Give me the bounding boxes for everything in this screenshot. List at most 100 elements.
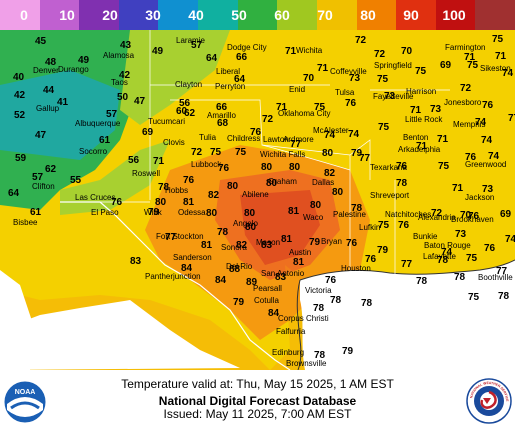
temperature-value: 82 [324, 168, 336, 179]
temperature-value: 57 [32, 172, 44, 183]
temperature-value: 56 [128, 155, 140, 166]
city-label: Clayton [175, 80, 203, 89]
temperature-value: 79 [309, 237, 321, 248]
temperature-value: 81 [293, 257, 305, 268]
temperature-value: 80 [206, 208, 218, 219]
city-label: Victoria [305, 286, 332, 295]
temperature-value: 64 [234, 74, 246, 85]
legend-color-segment [237, 0, 279, 30]
city-label: Brookhaven [451, 215, 494, 224]
city-label: Tulsa [335, 88, 355, 97]
temperature-value: 75 [467, 60, 479, 71]
city-label: Tucumcari [148, 117, 186, 126]
temperature-legend: 0 10 20 30 40 50 60 70 80 90 100 [0, 0, 515, 30]
city-label: Pearsall [253, 284, 282, 293]
temperature-value: 77 [401, 259, 413, 270]
temperature-value: 40 [13, 72, 25, 83]
region-lime-south [60, 140, 170, 215]
gulf-of-mexico [300, 260, 515, 370]
temperature-value: 71 [317, 63, 329, 74]
temperature-value: 78 [351, 203, 363, 214]
temperature-value: 72 [431, 208, 443, 219]
temperature-value: 79 [233, 297, 245, 308]
temperature-value: 70 [303, 73, 315, 84]
city-label: Dallas [312, 178, 335, 187]
temperature-value: 71 [416, 141, 428, 152]
temperature-value: 78 [454, 272, 466, 283]
city-label: Arkadelphia [398, 145, 441, 154]
temperature-value: 84 [268, 308, 280, 319]
temperature-value: 71 [276, 102, 288, 113]
temperature-value: 62 [45, 164, 57, 175]
city-label: Odessa [178, 208, 206, 217]
temperature-value: 75 [378, 220, 390, 231]
legend-label: 90 [403, 7, 419, 23]
temperature-value: 76 [345, 98, 357, 109]
temperature-value: 78 [361, 298, 373, 309]
footer: Temperature valid at: Thu, May 15 2025, … [0, 370, 515, 427]
city-label: Springfield [374, 61, 412, 70]
city-label: Lawton [263, 135, 289, 144]
temperature-value: 72 [374, 49, 386, 60]
temperature-value: 78 [313, 303, 325, 314]
temperature-value: 56 [179, 98, 191, 109]
legend-color-segment [39, 0, 81, 30]
city-label: Sikeston [480, 64, 511, 73]
temperature-value: 75 [468, 292, 480, 303]
city-label: Corpus Christi [278, 314, 329, 323]
temperature-value: 64 [8, 188, 20, 199]
temperature-value: 74 [502, 68, 514, 79]
city-label: Tulia [199, 133, 217, 142]
temperature-value: 78 [217, 227, 229, 238]
temperature-value: 57 [106, 109, 118, 120]
temperature-value: 75 [492, 34, 504, 45]
temperature-value: 49 [78, 55, 90, 66]
city-label: Lubbock [191, 160, 222, 169]
city-label: Lufkin [359, 223, 381, 232]
temperature-value: 73 [455, 229, 467, 240]
legend-color-segment [118, 0, 160, 30]
city-label: Cotulla [254, 296, 279, 305]
temperature-value: 69 [440, 60, 452, 71]
issued-time-text: Issued: May 11 2025, 7:00 AM EST [163, 407, 352, 421]
temperature-value: 45 [35, 36, 47, 47]
legend-label: 80 [360, 7, 376, 23]
legend-label: 100 [442, 7, 466, 23]
city-label: Alamosa [103, 51, 135, 60]
legend-label: 60 [274, 7, 290, 23]
temperature-value: 70 [401, 46, 413, 57]
city-label: Brownsville [286, 359, 327, 368]
region-lime-north [120, 30, 230, 125]
city-label: Austin [289, 248, 312, 257]
temperature-value: 79 [342, 346, 354, 357]
city-label: Fayetteville [373, 92, 414, 101]
city-label: El Paso [91, 208, 119, 217]
temperature-value: 76 [346, 238, 358, 249]
city-label: Little Rock [405, 115, 443, 124]
temperature-value: 80 [289, 162, 301, 173]
temperature-value: 73 [384, 91, 396, 102]
city-label: Jonesboro [444, 98, 482, 107]
temperature-value: 73 [482, 184, 494, 195]
temperature-value: 76 [325, 275, 337, 286]
city-label: Sonora [221, 243, 247, 252]
temperature-value: 50 [117, 92, 129, 103]
noaa-logo-text: NOAA [15, 389, 36, 396]
temperature-value: 66 [216, 102, 228, 113]
city-label: Benton [403, 133, 429, 142]
temperature-value: 75 [210, 147, 222, 158]
temperature-value: 75 [438, 161, 450, 172]
city-label: Roswell [132, 169, 161, 178]
city-label: Farmington [445, 43, 486, 52]
temperature-map [0, 30, 515, 371]
legend-label: 70 [317, 7, 333, 23]
temperature-value: 72 [262, 114, 274, 125]
temperature-value: 75 [415, 66, 427, 77]
city-label: Palestine [333, 210, 366, 219]
city-label: Wink [144, 208, 162, 217]
temperature-value: 72 [460, 83, 472, 94]
temperature-value: 52 [14, 110, 26, 121]
temperature-value: 75 [235, 147, 247, 158]
city-label: Sanderson [173, 253, 212, 262]
temperature-value: 42 [119, 70, 131, 81]
